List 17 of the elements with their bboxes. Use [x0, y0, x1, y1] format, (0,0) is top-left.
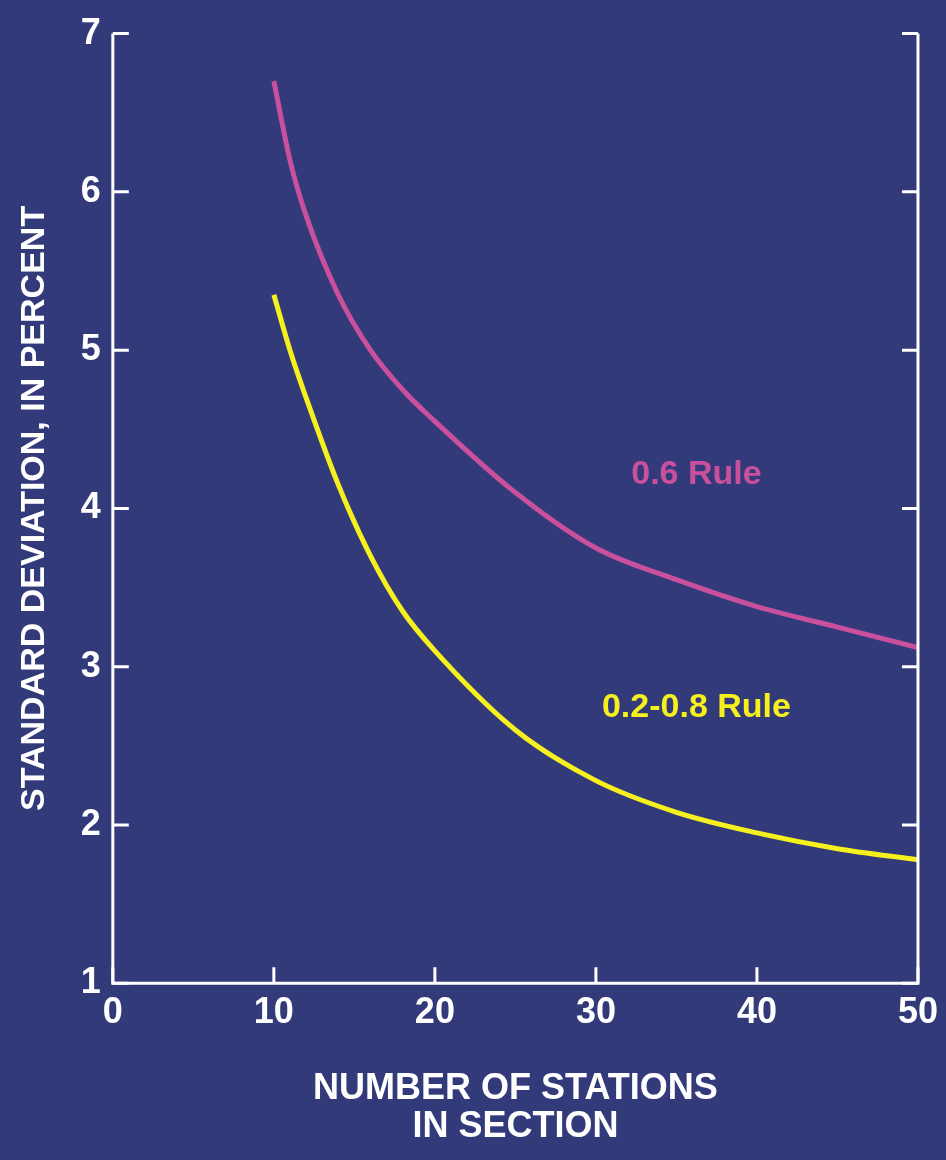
- y-tick-label: 7: [80, 10, 101, 52]
- y-tick-label: 1: [80, 960, 101, 1002]
- y-tick-label: 5: [80, 327, 101, 369]
- x-tick-label: 30: [575, 989, 616, 1031]
- x-tick-label: 10: [253, 989, 294, 1031]
- x-tick-label: 0: [102, 989, 123, 1031]
- x-axis-title: NUMBER OF STATIONS IN SECTION: [313, 1066, 718, 1146]
- y-tick-label: 3: [80, 643, 101, 685]
- series-label: 0.2-0.8 Rule: [601, 685, 791, 724]
- x-tick-label: 20: [414, 989, 455, 1031]
- y-tick-label: 4: [80, 485, 101, 527]
- x-tick-label: 50: [897, 989, 938, 1031]
- x-tick-label: 40: [736, 989, 777, 1031]
- y-axis-title: STANDARD DEVIATION, IN PERCENT: [12, 205, 51, 811]
- y-tick-label: 2: [80, 801, 101, 843]
- y-tick-label: 6: [80, 168, 101, 210]
- series-label: 0.6 Rule: [631, 452, 762, 491]
